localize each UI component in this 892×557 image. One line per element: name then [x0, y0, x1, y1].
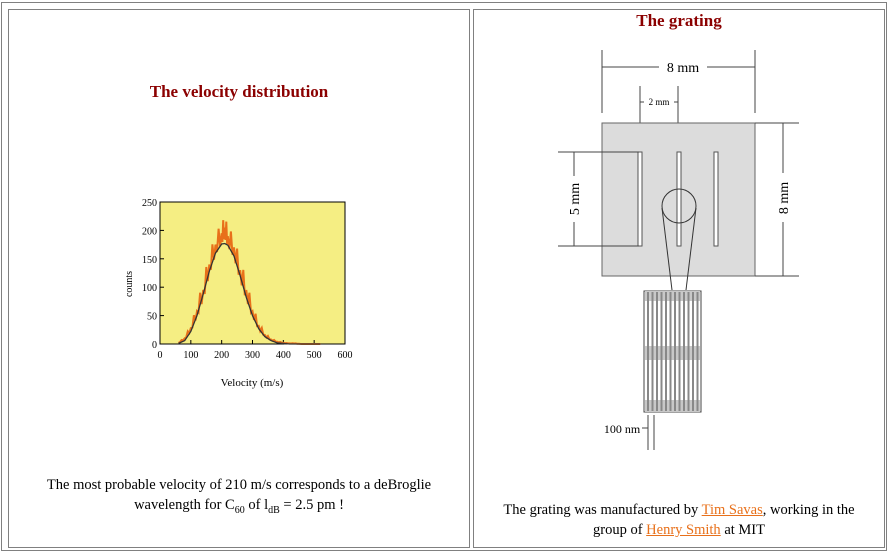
support-band — [645, 291, 700, 301]
layout-table: The velocity distribution 0 100 200 300 400 5… — [1, 2, 887, 551]
x-tick-label: 600 — [338, 350, 353, 361]
velocity-title: The velocity distribution — [149, 82, 329, 101]
grating-bar — [660, 292, 663, 411]
velocity-caption: The most probable velocity of 210 m/s co… — [9, 475, 469, 521]
x-tick-label: 0 — [158, 350, 163, 361]
y-tick-label: 0 — [152, 340, 157, 351]
grating-caption-text-c: group of — [593, 522, 647, 538]
caption-line-1: The most probable velocity of 210 m/s co… — [46, 477, 432, 493]
grating-zoom — [643, 290, 702, 413]
grating-bar — [647, 292, 649, 411]
zoom-circle — [661, 188, 697, 224]
caption-text-c: = 2.5 pm ! — [279, 497, 344, 513]
dim-8mm-side: 8 mm — [777, 182, 792, 214]
caption-line-2: wavelength for C60 of ldB = 2.5 pm ! — [9, 495, 469, 521]
y-tick-label: 200 — [142, 226, 157, 237]
caption-text-a: wavelength for C — [134, 497, 235, 513]
dim-8mm-top: 8 mm — [667, 61, 699, 76]
y-axis-label: counts — [124, 271, 135, 297]
x-tick-label: 400 — [276, 350, 291, 361]
grating-bar — [683, 292, 685, 411]
grating-caption-line-2: group of Henry Smith at MIT — [474, 520, 884, 540]
henry-smith-link[interactable]: Henry Smith — [646, 522, 721, 538]
grating-caption: The grating was manufactured by Tim Sava… — [474, 500, 884, 540]
grating-bar — [665, 292, 667, 411]
grating-bar — [669, 292, 672, 411]
grating-caption-line-1: The grating was manufactured by Tim Sava… — [474, 500, 884, 520]
grating-bar — [687, 292, 690, 411]
velocity-chart: 0 100 200 300 400 500 600 0 50 100 150 200 250 Veloc… — [124, 198, 353, 389]
grating-bar — [656, 292, 658, 411]
grating-diagram: 8 mm 2 mm 5 mm 8 mm — [558, 50, 799, 450]
support-band — [645, 400, 700, 412]
grating-caption-text-d: at MIT — [720, 522, 765, 538]
x-tick-label: 200 — [214, 350, 229, 361]
y-tick-label: 100 — [142, 283, 157, 294]
support-band — [645, 346, 700, 360]
grating-panel: The grating 8 mm 2 mm 5 mm — [473, 9, 885, 548]
grating-title: The grating — [636, 11, 722, 30]
y-tick-label: 50 — [147, 312, 157, 323]
dim-5mm: 5 mm — [568, 183, 583, 215]
grating-bar — [651, 292, 654, 411]
caption-text-b: of l — [244, 497, 269, 513]
x-tick-label: 500 — [307, 350, 322, 361]
y-tick-label: 150 — [142, 255, 157, 266]
grating-bar — [696, 292, 699, 411]
dim-2mm: 2 mm — [649, 97, 670, 107]
tim-savas-link[interactable]: Tim Savas — [701, 502, 763, 518]
grating-bar — [692, 292, 694, 411]
caption-sub-60: 60 — [234, 504, 245, 516]
chart-plot-area — [159, 201, 346, 345]
y-tick-label: 250 — [142, 198, 157, 209]
velocity-panel: The velocity distribution 0 100 200 300 400 5… — [8, 9, 470, 548]
grating-caption-text-a: The grating was manufactured by — [503, 502, 702, 518]
grating-bar — [678, 292, 681, 411]
x-tick-label: 100 — [183, 350, 198, 361]
x-axis-label: Velocity (m/s) — [221, 377, 284, 389]
grating-caption-text-b: , working in the — [762, 502, 855, 518]
fit-curve — [178, 242, 321, 345]
grating-bar — [674, 292, 676, 411]
dim-100nm: 100 nm — [604, 422, 641, 436]
caption-sub-db: dB — [268, 504, 280, 516]
x-tick-label: 300 — [245, 350, 260, 361]
